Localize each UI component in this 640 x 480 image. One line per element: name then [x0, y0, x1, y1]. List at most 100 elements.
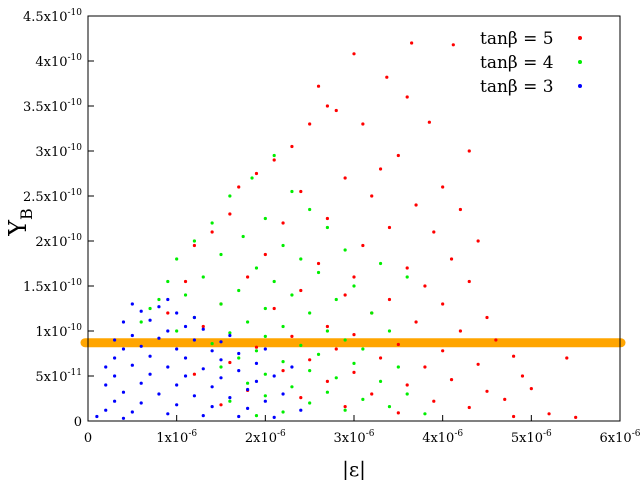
scatter-point-s0-3 — [316, 84, 321, 88]
scatter-point-s2-53 — [130, 410, 134, 414]
scatter-point-s0-26 — [432, 230, 436, 234]
scatter-point-s1-16 — [316, 270, 321, 275]
scatter-point-s1-9 — [241, 234, 245, 239]
y-tick-label-3: 1.5x10-10 — [23, 278, 82, 295]
scatter-point-s1-40 — [361, 347, 365, 351]
scatter-point-s0-74 — [405, 383, 409, 387]
scatter-point-s0-55 — [290, 334, 294, 338]
scatter-point-s0-89 — [166, 311, 170, 315]
scatter-point-s2-64 — [192, 315, 196, 320]
scatter-point-s0-22 — [458, 207, 462, 212]
legend-label-0: tanβ = 5 — [480, 29, 554, 49]
scatter-point-s0-61 — [511, 354, 516, 358]
scatter-point-s2-2 — [157, 305, 161, 309]
y-tick-label-7: 3.5x10-10 — [23, 98, 82, 115]
scatter-point-s0-88 — [219, 403, 223, 407]
scatter-point-s1-23 — [157, 297, 161, 302]
scatter-point-s2-33 — [219, 376, 223, 380]
scatter-point-s2-22 — [219, 358, 223, 362]
scatter-point-s1-61 — [343, 408, 347, 412]
scatter-point-s1-54 — [325, 390, 329, 394]
scatter-point-s0-16 — [379, 167, 383, 171]
scatter-point-s2-7 — [166, 329, 170, 333]
scatter-point-s0-81 — [432, 399, 436, 403]
scatter-point-s0-35 — [316, 261, 321, 266]
scatter-point-s1-58 — [308, 401, 312, 405]
scatter-point-s2-49 — [210, 405, 214, 409]
scatter-point-s1-7 — [325, 225, 329, 230]
scatter-point-s1-67 — [175, 329, 179, 333]
y-tick-label-9: 4.5x10-10 — [23, 8, 82, 25]
scatter-point-s2-32 — [183, 374, 188, 378]
scatter-point-s1-57 — [361, 397, 365, 401]
scatter-point-s1-19 — [272, 279, 276, 284]
scatter-point-s0-76 — [485, 389, 489, 393]
scatter-point-s1-36 — [263, 334, 267, 338]
scatter-point-s2-48 — [175, 403, 179, 407]
scatter-point-s1-22 — [290, 293, 294, 297]
scatter-point-s0-12 — [467, 149, 471, 153]
scatter-point-s0-67 — [423, 365, 427, 369]
scatter-point-s2-36 — [139, 381, 143, 385]
scatter-point-s1-3 — [228, 194, 232, 198]
scatter-point-s1-34 — [387, 329, 392, 333]
scatter-point-s2-6 — [183, 324, 188, 329]
scatter-point-s0-17 — [441, 185, 445, 189]
y-tick-label-8: 4x10-10 — [35, 53, 82, 70]
scatter-point-s0-5 — [405, 95, 409, 99]
scatter-point-s0-21 — [299, 189, 303, 194]
scatter-point-s0-28 — [325, 216, 329, 221]
scatter-point-s2-62 — [290, 365, 294, 369]
scatter-point-s0-45 — [441, 302, 445, 306]
scatter-point-s1-66 — [139, 320, 143, 324]
scatter-point-s1-20 — [352, 284, 356, 288]
scatter-point-s0-57 — [396, 342, 400, 347]
scatter-point-s2-18 — [237, 351, 241, 356]
scatter-point-s0-30 — [210, 230, 214, 234]
scatter-point-s1-69 — [379, 261, 383, 266]
scatter-point-s2-9 — [113, 338, 117, 342]
scatter-point-s0-84 — [547, 412, 551, 416]
scatter-point-s2-20 — [148, 354, 152, 358]
y-axis-label: YB — [4, 208, 36, 237]
scatter-point-s1-17 — [201, 275, 205, 279]
scatter-point-s2-52 — [104, 408, 108, 412]
scatter-point-s1-60 — [387, 405, 392, 409]
scatter-point-s0-73 — [325, 379, 329, 383]
scatter-point-s1-62 — [281, 410, 285, 414]
scatter-point-s2-60 — [228, 333, 232, 338]
scatter-point-s0-64 — [228, 360, 232, 365]
scatter-point-s1-43 — [237, 356, 241, 360]
scatter-point-s1-25 — [334, 297, 338, 302]
scatter-point-s2-11 — [157, 336, 161, 340]
scatter-point-s0-8 — [325, 104, 329, 108]
scatter-point-s1-2 — [290, 189, 294, 194]
scatter-point-s1-50 — [334, 376, 338, 380]
x-tick-label-2: 2x10-6 — [245, 429, 286, 446]
scatter-point-s2-17 — [210, 349, 214, 353]
scatter-point-s2-57 — [272, 415, 276, 419]
legend-label-2: tanβ = 3 — [480, 77, 554, 97]
scatter-point-s2-44 — [228, 396, 232, 400]
scatter-point-s1-12 — [175, 257, 179, 261]
scatter-point-s2-15 — [139, 344, 143, 348]
y-tick-label-6: 3x10-10 — [35, 143, 82, 160]
scatter-point-s1-31 — [246, 320, 250, 324]
scatter-point-s1-27 — [263, 306, 267, 311]
y-axis-label-subscript: B — [17, 208, 36, 220]
y-tick-label-4: 2x10-10 — [35, 233, 82, 250]
scatter-point-s0-19 — [237, 185, 241, 189]
scatter-point-s0-58 — [254, 345, 259, 349]
scatter-point-s2-61 — [263, 347, 267, 351]
scatter-point-s0-63 — [308, 358, 312, 362]
scatter-point-s1-15 — [254, 266, 259, 270]
scatter-point-s0-53 — [458, 329, 462, 333]
scatter-point-s0-83 — [343, 405, 347, 409]
scatter-point-s2-56 — [237, 414, 241, 419]
scatter-point-s2-23 — [254, 361, 259, 365]
scatter-point-s2-26 — [166, 365, 170, 369]
scatter-point-s2-45 — [263, 399, 267, 403]
x-axis-label: |ε| — [342, 457, 366, 480]
scatter-point-s0-18 — [343, 176, 347, 180]
